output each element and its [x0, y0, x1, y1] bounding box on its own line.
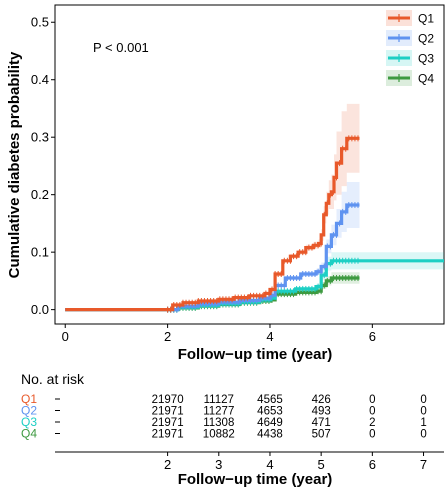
risk-count: 426 — [312, 394, 331, 406]
risk-table-title: No. at risk — [21, 371, 85, 387]
risk-x-tick-label: 6 — [369, 457, 376, 472]
risk-row-q4: Q4 21971 10882 4438 507 0 0 — [21, 427, 427, 441]
y-tick-label: 0.4 — [31, 72, 49, 87]
x-axis-title: Follow−up time (year) — [178, 346, 333, 363]
x-tick-label: 4 — [266, 329, 273, 344]
risk-row-label: Q4 — [21, 427, 37, 441]
risk-row-label: Q3 — [21, 415, 37, 429]
curve-q1 — [65, 136, 360, 312]
risk-x-tick-label: 4 — [266, 457, 273, 472]
risk-count: 1 — [420, 417, 426, 429]
y-axis-title: Cumulative diabetes probability — [6, 51, 23, 278]
censor-marks-q1 — [167, 135, 359, 313]
risk-row-label: Q2 — [21, 404, 37, 418]
legend: Q1 Q2 Q3 Q4 — [386, 10, 434, 86]
legend-label: Q4 — [418, 72, 434, 86]
risk-count: 493 — [312, 406, 331, 418]
y-tick-label: 0.1 — [31, 245, 49, 260]
p-value-annotation: P < 0.001 — [93, 40, 149, 55]
risk-count: 21971 — [152, 429, 184, 441]
legend-item-q3: Q3 — [386, 50, 434, 66]
risk-count: 471 — [312, 417, 331, 429]
risk-count: 507 — [312, 429, 331, 441]
risk-count: 0 — [369, 394, 375, 406]
risk-count: 11127 — [204, 394, 234, 406]
y-tick-label: 0.0 — [31, 302, 49, 317]
risk-x-tick-label: 7 — [420, 457, 427, 472]
risk-count: 4438 — [257, 429, 283, 441]
legend-item-q2: Q2 — [386, 30, 434, 46]
y-tick-label: 0.3 — [31, 130, 49, 145]
risk-count: 11308 — [203, 417, 234, 429]
risk-count: 10882 — [203, 429, 235, 441]
legend-label: Q3 — [418, 52, 434, 66]
x-axis: 0 2 4 6 — [62, 324, 376, 344]
risk-count: 21971 — [152, 406, 184, 418]
risk-count: 4565 — [257, 394, 283, 406]
risk-x-axis-title: Follow−up time (year) — [178, 471, 333, 488]
risk-count: 0 — [420, 429, 426, 441]
x-tick-label: 0 — [62, 329, 69, 344]
risk-row-q1: Q1 21970 11127 4565 426 0 0 — [21, 392, 427, 406]
x-tick-label: 2 — [164, 329, 171, 344]
risk-count: 11277 — [203, 406, 234, 418]
legend-item-q1: Q1 — [386, 10, 434, 26]
risk-count: 4649 — [257, 417, 283, 429]
risk-row-label: Q1 — [21, 392, 37, 406]
risk-x-axis: 2 3 4 5 6 7 — [164, 452, 427, 472]
risk-count: 21970 — [152, 394, 184, 406]
legend-label: Q2 — [418, 32, 434, 46]
risk-count: 21971 — [152, 417, 184, 429]
risk-count: 0 — [420, 394, 426, 406]
x-tick-label: 6 — [369, 329, 376, 344]
risk-x-tick-label: 5 — [318, 457, 325, 472]
risk-count: 0 — [369, 429, 375, 441]
plot-frame — [54, 4, 445, 325]
curve-q2 — [65, 203, 360, 312]
risk-table: Q1 21970 11127 4565 426 0 0Q2 21971 11277 4653 493… — [21, 392, 427, 441]
risk-row-q3: Q3 21971 11308 4649 471 2 1 — [21, 415, 427, 429]
ci-band-q1 — [65, 103, 360, 310]
risk-x-tick-label: 3 — [215, 457, 222, 472]
ci-band-q3 — [65, 252, 444, 310]
risk-row-q2: Q2 21971 11277 4653 493 0 0 — [21, 404, 427, 418]
risk-count: 0 — [369, 406, 375, 418]
y-tick-label: 0.5 — [31, 15, 49, 30]
survival-curves — [65, 135, 444, 313]
risk-count: 2 — [369, 417, 375, 429]
y-tick-label: 0.2 — [31, 187, 49, 202]
risk-x-tick-label: 2 — [164, 457, 171, 472]
ci-bands — [65, 103, 444, 310]
legend-label: Q1 — [418, 12, 434, 26]
y-axis: 0.0 0.1 0.2 0.3 0.4 0.5 — [31, 15, 55, 317]
risk-count: 0 — [420, 406, 426, 418]
risk-count: 4653 — [257, 406, 283, 418]
legend-item-q4: Q4 — [386, 70, 434, 86]
